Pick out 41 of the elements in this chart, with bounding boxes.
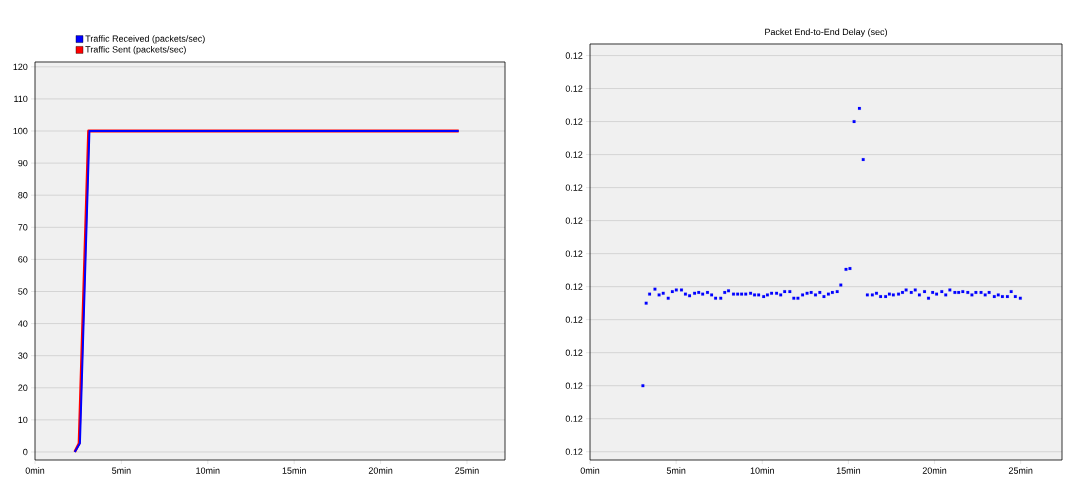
y-tick-label: 90	[18, 159, 28, 167]
x-tick-label: 15min	[836, 467, 861, 474]
y-tick-label: 40	[18, 320, 28, 327]
x-tick-label: 25min	[1008, 467, 1033, 474]
y-tick-label: 0.12	[565, 118, 583, 125]
y-tick-label: 0.12	[565, 382, 583, 389]
x-tick-label: 25min	[455, 467, 479, 474]
x-tick-label: 20min	[368, 467, 393, 474]
y-tick-label: 100	[13, 127, 28, 135]
y-tick-label: 70	[18, 224, 28, 231]
x-tick-label: 0min	[580, 467, 600, 474]
x-tick-label: 5min	[112, 467, 131, 474]
x-tick-label: 20min	[922, 467, 947, 474]
y-tick-label: 0.12	[565, 52, 583, 59]
y-tick-label: 0.12	[565, 250, 583, 257]
y-tick-label: 50	[18, 288, 28, 295]
legend-label: Traffic Received (packets/sec)	[85, 35, 205, 44]
y-tick-label: 20	[18, 384, 28, 391]
y-tick-label: 0.12	[565, 415, 583, 422]
y-tick-label: 120	[13, 63, 28, 70]
y-tick-label: 60	[18, 256, 28, 263]
y-tick-label: 30	[18, 352, 28, 359]
x-tick-label: 10min	[750, 467, 774, 474]
legend-label: Traffic Sent (packets/sec)	[85, 45, 186, 55]
y-tick-label: 110	[14, 95, 28, 103]
chart-title: Packet End-to-End Delay (sec)	[765, 28, 887, 37]
y-tick-label: 0.12	[565, 316, 583, 323]
y-tick-label: 0.12	[565, 283, 583, 290]
y-tick-label: 0.12	[565, 349, 583, 356]
y-tick-label: 0	[23, 448, 28, 456]
x-tick-label: 10min	[196, 467, 220, 474]
y-tick-label: 0.12	[565, 217, 583, 224]
y-tick-label: 0.12	[565, 151, 583, 158]
y-tick-label: 0.12	[565, 448, 583, 455]
y-tick-label: 80	[18, 192, 28, 199]
y-tick-label: 10	[18, 416, 28, 424]
x-tick-label: 5min	[666, 467, 686, 474]
x-tick-label: 0min	[25, 467, 45, 474]
y-tick-label: 0.12	[565, 85, 583, 92]
x-tick-label: 15min	[282, 467, 306, 474]
y-tick-label: 0.12	[565, 184, 583, 191]
